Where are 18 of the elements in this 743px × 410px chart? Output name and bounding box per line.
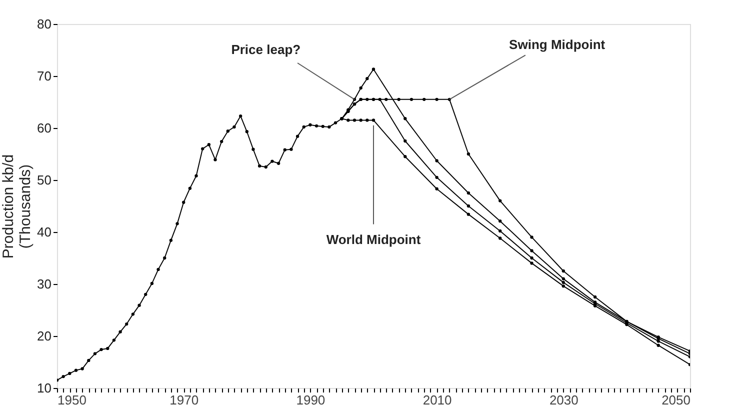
x-tick-label: 1970 [170, 392, 199, 408]
annotation: World Midpoint [326, 232, 422, 247]
x-tick-label: 1950 [58, 392, 86, 408]
y-tick-label: 40 [37, 224, 52, 240]
y-tick-label: 20 [37, 328, 52, 344]
x-tick-label: 2010 [422, 392, 452, 408]
x-tick-label: 2030 [549, 392, 578, 408]
y-tick-label: 30 [37, 276, 52, 292]
y-tick-label: 50 [37, 172, 52, 188]
y-tick-label: 10 [37, 380, 52, 396]
y-tick-label: 80 [37, 16, 52, 32]
annotation: Price leap? [231, 42, 301, 57]
y-tick-label: 60 [37, 120, 52, 136]
x-tick-label: 1990 [296, 392, 326, 408]
y-tick-label: 70 [37, 68, 52, 84]
x-tick-label: 2050 [662, 392, 690, 408]
y-axis-title: Production kb/d (Thousands) [0, 154, 34, 259]
annotation: Swing Midpoint [509, 36, 606, 52]
